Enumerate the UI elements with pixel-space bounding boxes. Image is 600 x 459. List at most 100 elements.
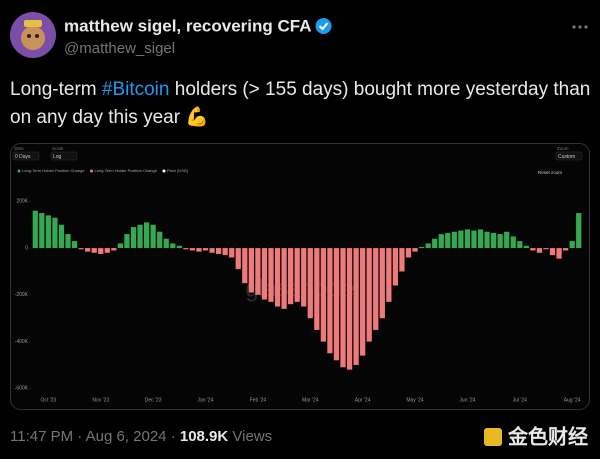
badge-circle xyxy=(315,18,332,34)
bar xyxy=(497,234,503,249)
bar xyxy=(373,248,379,330)
hashtag[interactable]: #Bitcoin xyxy=(101,79,170,100)
bar xyxy=(130,227,137,249)
bar xyxy=(471,230,477,249)
y-tick-label: -200K xyxy=(15,292,29,298)
bar xyxy=(386,248,392,302)
bar xyxy=(425,243,431,249)
emoji: 💪 xyxy=(185,107,209,128)
control-value: Log xyxy=(53,154,62,160)
x-tick-label: Mar '24 xyxy=(302,397,319,403)
bar xyxy=(569,241,575,249)
source-logo xyxy=(484,428,502,446)
bar xyxy=(248,248,254,293)
time[interactable]: 11:47 PM xyxy=(10,428,74,445)
tweet-meta: 11:47 PM · Aug 6, 2024 · 108.9K Views xyxy=(10,428,272,445)
control-value: Custom xyxy=(558,154,575,160)
bar xyxy=(215,248,222,254)
bar xyxy=(143,222,150,249)
views-count: 108.9K xyxy=(179,428,229,445)
bar xyxy=(65,234,71,249)
bar xyxy=(445,232,451,249)
bar xyxy=(360,248,366,356)
bar xyxy=(556,248,562,259)
bar xyxy=(327,248,333,354)
handle[interactable]: @matthew_sigel xyxy=(64,40,175,57)
bar xyxy=(183,248,189,250)
x-tick-label: Aug '24 xyxy=(564,397,581,403)
bar xyxy=(281,248,287,309)
bar xyxy=(111,248,117,251)
bar xyxy=(52,217,58,249)
bar xyxy=(418,246,425,249)
dot xyxy=(584,25,588,29)
legend-swatch xyxy=(162,169,166,173)
bar xyxy=(510,236,516,249)
text: holders (> 155 days) bought more yesterd… xyxy=(10,79,591,128)
bar xyxy=(346,248,353,370)
bar xyxy=(163,238,169,249)
more-menu[interactable] xyxy=(572,25,588,29)
legend-label: Long-Term Holder Position Change xyxy=(94,168,157,173)
y-tick-label: -600K xyxy=(15,386,29,392)
bar xyxy=(202,248,209,251)
legend-swatch xyxy=(89,169,93,173)
media-frame[interactable] xyxy=(10,143,590,410)
bar xyxy=(366,248,372,342)
control-value: 0 Days xyxy=(15,154,31,160)
bar xyxy=(536,248,543,253)
bar xyxy=(242,248,248,284)
bar xyxy=(399,248,405,272)
bar xyxy=(235,248,241,270)
bar xyxy=(301,248,307,307)
dot xyxy=(572,25,576,29)
avatar-eye xyxy=(27,34,31,38)
bar xyxy=(458,230,464,249)
verified-badge xyxy=(315,18,332,34)
avatar-face xyxy=(21,26,45,50)
bar xyxy=(45,215,51,249)
control-box xyxy=(555,151,583,161)
bar xyxy=(137,224,143,249)
bar xyxy=(490,232,497,249)
bar xyxy=(392,248,399,286)
badge-check xyxy=(318,22,329,31)
bar xyxy=(32,210,38,249)
control-box xyxy=(50,151,78,161)
bar xyxy=(451,231,457,249)
bar xyxy=(576,213,582,249)
bar xyxy=(176,245,182,249)
bar xyxy=(150,224,156,249)
bar xyxy=(268,248,274,302)
reset-zoom: Reset zoom xyxy=(538,170,562,175)
bar xyxy=(543,248,549,250)
bar xyxy=(294,248,300,302)
y-tick-label: 0 xyxy=(25,245,28,251)
bar xyxy=(333,248,340,361)
bar xyxy=(530,248,536,251)
dot xyxy=(578,25,582,29)
avatar-eye xyxy=(35,34,39,38)
display-name[interactable]: matthew sigel, recovering CFA xyxy=(64,16,312,35)
bar xyxy=(98,248,104,254)
tweet-text: Long-term #Bitcoin holders (> 155 days) … xyxy=(10,76,594,132)
date[interactable]: Aug 6, 2024 xyxy=(85,428,167,445)
control-label: SMA xyxy=(14,146,24,151)
control-label: Zoom xyxy=(557,146,569,151)
bar xyxy=(170,243,176,249)
text: Long-term xyxy=(10,79,102,100)
bar xyxy=(222,248,228,256)
separator: · xyxy=(170,428,176,445)
source-watermark: 金色财经 xyxy=(507,424,588,448)
bar xyxy=(71,241,78,249)
bar xyxy=(78,248,84,250)
bar xyxy=(504,231,510,249)
bar xyxy=(379,248,385,319)
avatar-hat xyxy=(24,20,42,27)
bar xyxy=(438,234,444,249)
bar xyxy=(91,248,97,253)
x-tick-label: Jan '24 xyxy=(198,397,214,403)
